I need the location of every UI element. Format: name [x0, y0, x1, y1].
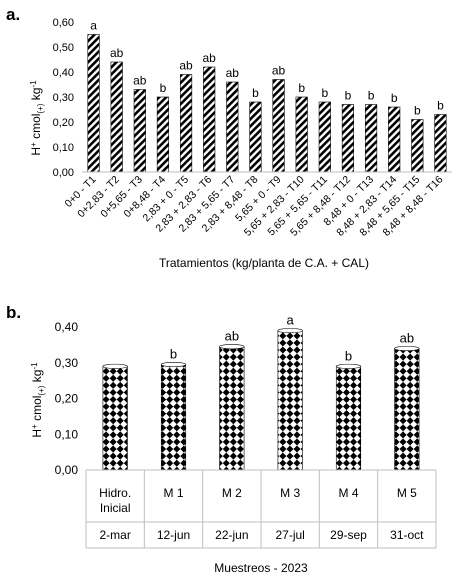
significance-letter: b [437, 99, 444, 113]
bar [411, 119, 424, 173]
panel-a-x-ticks: 0+0 - T10+2,83 - T20+5,65 - T30+8,48 - T… [62, 174, 445, 239]
bar [249, 101, 262, 173]
bar [388, 106, 401, 173]
y-tick-label: 0,20 [55, 392, 79, 406]
bar [110, 61, 123, 173]
bar [133, 89, 146, 173]
x-category-label: Hidro. [99, 486, 131, 500]
y-tick-label: 0,00 [55, 463, 79, 477]
y-tick-label: 0,30 [53, 92, 74, 104]
significance-letter: b [170, 347, 177, 362]
significance-letter: a [90, 19, 97, 33]
y-tick-label: 0,30 [55, 356, 79, 370]
significance-letter: ab [400, 330, 414, 345]
bar [160, 364, 187, 471]
bar-top-cap [335, 363, 362, 369]
x-category-label: M 5 [397, 486, 417, 500]
significance-letter: a [287, 313, 295, 328]
bar [156, 96, 170, 173]
bar [219, 346, 245, 471]
significance-letter: b [252, 86, 259, 100]
bar [318, 101, 331, 173]
significance-letter: b [345, 89, 352, 103]
significance-letter: b [298, 81, 305, 95]
panel-a-y-ticks: 0,00 0,10 0,20 0,30 0,40 0,50 0,60 [53, 17, 74, 179]
bar [277, 330, 303, 471]
x-category-label: M 2 [222, 486, 242, 500]
panel-b-bars [102, 328, 420, 471]
bar [272, 79, 285, 173]
significance-letter: ab [225, 329, 239, 344]
panel-a: a. H+ cmol(+) kg-1 0,000,100,200,300,400… [6, 5, 452, 270]
bar-top-cap [102, 363, 128, 369]
y-tick-label: 0,40 [53, 67, 74, 79]
bar [341, 104, 355, 173]
x-date-label: 31-oct [390, 528, 424, 542]
significance-letter: b [414, 104, 421, 118]
significance-letter: ab [133, 74, 147, 88]
x-category-label: M 4 [338, 486, 358, 500]
y-tick-label: 0,10 [53, 142, 74, 154]
bar [179, 74, 193, 173]
panel-b-y-ticks: 0,00 0,10 0,20 0,30 0,40 [55, 320, 79, 477]
x-date-label: 2-mar [99, 528, 130, 542]
bar [434, 114, 447, 173]
bar [102, 366, 128, 471]
panel-b-y-axis-label: H+ cmol(+) kg-1 [30, 362, 46, 438]
panel-b-label: b. [6, 303, 21, 322]
significance-letter: b [160, 81, 167, 95]
significance-letter: ab [272, 64, 286, 78]
panel-a-y-axis-label: H+ cmol(+) kg-1 [29, 80, 45, 156]
bar [335, 366, 362, 471]
significance-letter: ab [179, 59, 193, 73]
bar-top-cap [160, 362, 187, 368]
panel-a-x-axis-label: Tratamientos (kg/planta de C.A. + CAL) [159, 256, 369, 270]
significance-letter: b [391, 91, 398, 105]
panel-b-category-table: Hidro.Inicial 2-mar M 1 12-jun M 2 22-jun M 3 2… [85, 469, 437, 549]
x-date-label: 27-jul [275, 528, 304, 542]
bar [226, 81, 239, 173]
significance-letter: b [368, 89, 375, 103]
bar-top-cap [277, 328, 303, 334]
significance-letter: b [345, 348, 352, 363]
panel-a-bars [87, 34, 447, 173]
panel-b-x-axis-label: Muestreos - 2023 [214, 561, 308, 575]
bar [364, 104, 378, 173]
bar-top-cap [219, 344, 245, 350]
x-date-label: 22-jun [215, 528, 248, 542]
x-category-label: Inicial [100, 501, 131, 515]
significance-letter: b [321, 86, 328, 100]
x-category-label: M 3 [280, 486, 300, 500]
y-tick-label: 0,20 [53, 117, 74, 129]
x-date-label: 29-sep [330, 528, 367, 542]
bar-top-cap [394, 345, 420, 351]
x-date-label: 12-jun [157, 528, 190, 542]
y-tick-label: 0,10 [55, 427, 79, 441]
y-tick-label: 0,50 [53, 42, 74, 54]
y-tick-label: 0,40 [55, 320, 79, 334]
y-tick-label: 0,00 [53, 167, 74, 179]
significance-letter: ab [203, 51, 217, 65]
panel-b: b. H+ cmol(+) kg-1 0,000,100,200,300,40 … [6, 303, 437, 575]
bar [295, 96, 308, 173]
bar [394, 348, 420, 471]
significance-letter: ab [110, 46, 124, 60]
bar [203, 66, 216, 173]
x-category-label: M 1 [163, 486, 183, 500]
y-tick-label: 0,60 [53, 17, 74, 29]
svg-text:H+ cmol(+) kg-1: H+ cmol(+) kg-1 [30, 362, 46, 438]
panel-a-label: a. [6, 5, 20, 24]
bar [87, 34, 100, 173]
significance-letter: ab [226, 66, 240, 80]
svg-text:H+ cmol(+) kg-1: H+ cmol(+) kg-1 [29, 80, 45, 156]
